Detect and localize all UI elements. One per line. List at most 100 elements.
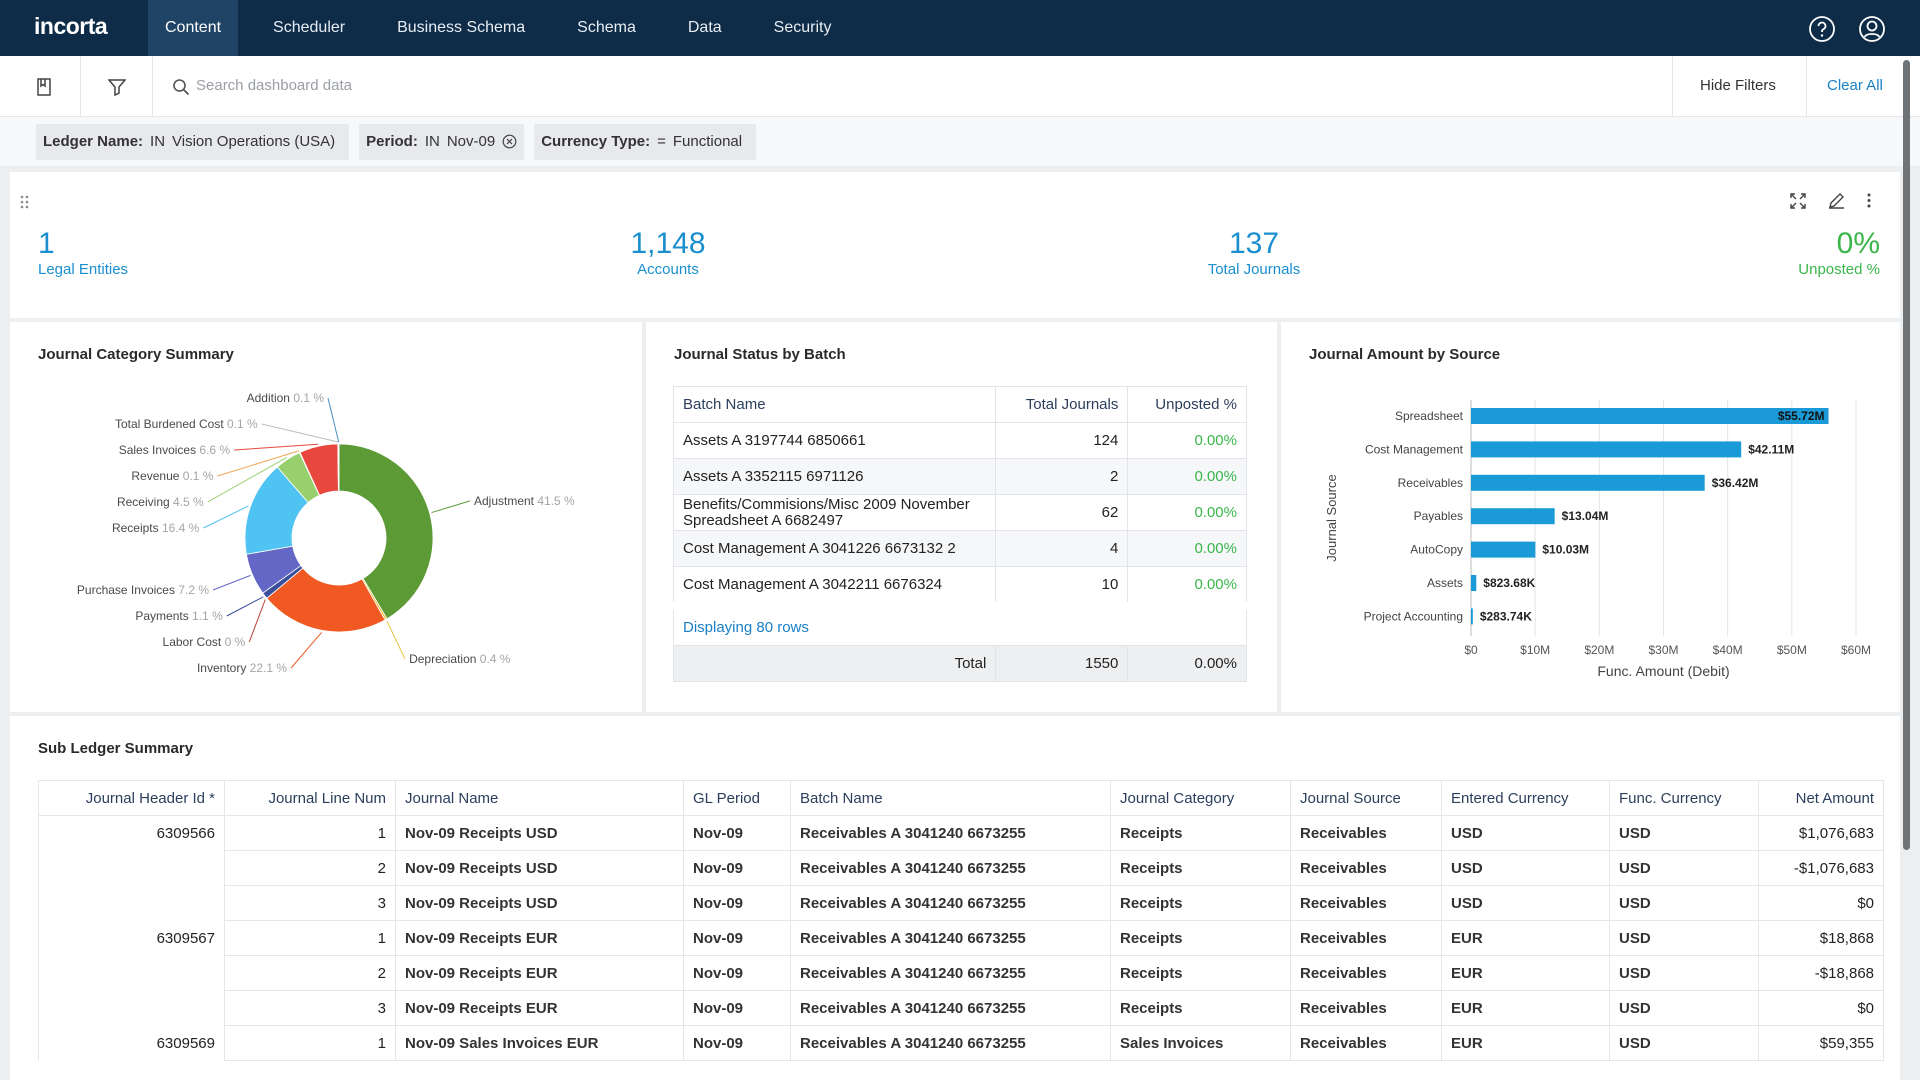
slice-label: Receipts 16.4 %: [112, 521, 200, 535]
column-header[interactable]: Func. Currency: [1609, 780, 1759, 816]
value-label: $13.04M: [1562, 509, 1609, 523]
slice-label: Total Burdened Cost 0.1 %: [115, 417, 258, 431]
column-header[interactable]: Batch Name: [672, 386, 997, 423]
more-icon[interactable]: [1866, 192, 1872, 209]
table-row: 6309569 1 Nov-09 Sales Invoices EUR Nov-09 R…: [38, 1025, 1884, 1061]
table-cell: Nov-09 Receipts USD: [395, 850, 684, 886]
slice-name: Payments: [135, 609, 188, 623]
table-row: 6309566 1 Nov-09 Receipts USD Nov-09 Receiva…: [38, 815, 1884, 851]
expand-icon[interactable]: [1790, 193, 1806, 209]
table-row: 3 Nov-09 Receipts EUR Nov-09 Receivables A …: [38, 990, 1884, 1026]
edit-icon[interactable]: [1828, 192, 1845, 209]
table-head: Journal Header Id * Journal Line Num Journ…: [38, 780, 1884, 816]
table-cell: Assets A 3352115 6971126: [672, 458, 997, 495]
filter-chip[interactable]: Ledger Name: IN Vision Operations (USA): [36, 123, 350, 160]
column-header[interactable]: Batch Name: [790, 780, 1111, 816]
leader-line: [431, 500, 471, 514]
filter-operator: IN: [424, 132, 440, 150]
category-label: Payables: [1414, 509, 1463, 523]
table-cell: Nov-09: [683, 885, 791, 921]
table-cell: USD: [1441, 885, 1610, 921]
category-label: Assets: [1427, 576, 1463, 590]
kpi-label: Total Journals: [1207, 261, 1301, 278]
bar-chart: $0 $10M $20M $30M $40M $50M $60M Spreadsheet $55…: [1324, 400, 1871, 679]
x-tick-label: $10M: [1520, 643, 1550, 657]
column-header[interactable]: Net Amount: [1758, 780, 1884, 816]
value-label: $10.03M: [1542, 543, 1589, 557]
nav-tab[interactable]: Business Schema: [397, 19, 526, 36]
table-cell: $59,355: [1758, 1025, 1884, 1061]
slice-value: 6.6 %: [199, 443, 230, 457]
table-cell: $0: [1758, 885, 1884, 921]
leader-line: [212, 574, 251, 591]
leader-line: [290, 632, 323, 669]
slice-label: Depreciation 0.4 %: [409, 652, 511, 666]
table-cell: Nov-09: [683, 990, 791, 1026]
separator: [152, 56, 153, 116]
drag-handle[interactable]: [20, 194, 30, 210]
column-header[interactable]: Journal Source: [1290, 780, 1442, 816]
table-cell: Receivables: [1290, 850, 1442, 886]
column-header[interactable]: GL Period: [683, 780, 791, 816]
column-header[interactable]: Journal Line Num: [224, 780, 396, 816]
kpi-value: 137: [1228, 227, 1280, 260]
table-cell: Receivables A 3041240 6673255: [790, 955, 1111, 991]
filter-icon[interactable]: [108, 78, 126, 96]
scrollbar[interactable]: [1903, 60, 1910, 850]
column-header[interactable]: Entered Currency: [1441, 780, 1610, 816]
row-count-text: Displaying 80 rows: [673, 602, 1247, 646]
bookmark-icon[interactable]: [36, 78, 52, 96]
table-cell: 0.00%: [1127, 566, 1247, 607]
leader-line: [226, 596, 264, 617]
slice-label: Receiving 4.5 %: [117, 495, 204, 509]
batch-table: Batch Name Total Journals Unposted % Assets…: [672, 386, 1247, 682]
kpi-value: 1,148: [630, 227, 706, 260]
nav-tab[interactable]: Data: [687, 19, 722, 36]
remove-filter-icon[interactable]: [502, 134, 517, 149]
table-cell: Receivables: [1290, 1025, 1442, 1061]
table-cell: 6309567: [38, 920, 225, 956]
column-header[interactable]: Journal Name: [395, 780, 684, 816]
bar: [1471, 575, 1477, 591]
category-label: AutoCopy: [1410, 543, 1463, 557]
column-header[interactable]: Unposted %: [1127, 386, 1247, 423]
slice-value: 0.1 %: [227, 417, 258, 431]
hide-filters-button[interactable]: Hide Filters: [1700, 77, 1776, 94]
filter-chip[interactable]: Currency Type: = Functional: [534, 123, 757, 160]
value-label: $36.42M: [1712, 476, 1759, 490]
table-cell: USD: [1609, 920, 1759, 956]
x-tick-label: $40M: [1713, 643, 1743, 657]
table-cell: Assets A 3197744 6850661: [672, 422, 997, 459]
column-header[interactable]: Total Journals: [995, 386, 1129, 423]
slice-label: Inventory 22.1 %: [197, 661, 287, 675]
nav-tab[interactable]: Security: [773, 19, 832, 36]
table-row: 2 Nov-09 Receipts EUR Nov-09 Receivables A …: [38, 955, 1884, 991]
filter-chip[interactable]: Period: IN Nov-09: [359, 123, 525, 160]
table-cell: Nov-09: [683, 955, 791, 991]
table-cell: Receivables: [1290, 920, 1442, 956]
total-row: Total 1550 0.00%: [672, 645, 1247, 682]
table-head: Batch Name Total Journals Unposted %: [672, 386, 1247, 423]
nav-tab[interactable]: Content: [148, 0, 239, 56]
table-cell: Receivables: [1290, 815, 1442, 851]
table-row: Assets A 3352115 6971126 2 0.00%: [672, 458, 1247, 495]
table-cell: -$1,076,683: [1758, 850, 1884, 886]
total-journals: 1550: [995, 645, 1129, 682]
table-cell: 0.00%: [1127, 422, 1247, 459]
slice-label: Addition 0.1 %: [247, 391, 325, 405]
search-input[interactable]: Search dashboard data: [196, 77, 352, 94]
table-cell: Cost Management A 3041226 6673132 2: [672, 530, 997, 567]
slice-value: 0 %: [225, 635, 246, 649]
table-cell: Nov-09 Receipts EUR: [395, 990, 684, 1026]
nav-tab[interactable]: Schema: [577, 19, 636, 36]
help-icon[interactable]: [1808, 15, 1836, 43]
table-cell: USD: [1609, 815, 1759, 851]
column-header[interactable]: Journal Header Id *: [38, 780, 225, 816]
user-icon[interactable]: [1858, 15, 1886, 43]
clear-all-button[interactable]: Clear All: [1827, 77, 1883, 94]
table-row: 3 Nov-09 Receipts USD Nov-09 Receivables A …: [38, 885, 1884, 921]
nav-tab[interactable]: Scheduler: [273, 19, 346, 36]
logo[interactable]: incorta: [34, 13, 108, 39]
column-header[interactable]: Journal Category: [1110, 780, 1291, 816]
